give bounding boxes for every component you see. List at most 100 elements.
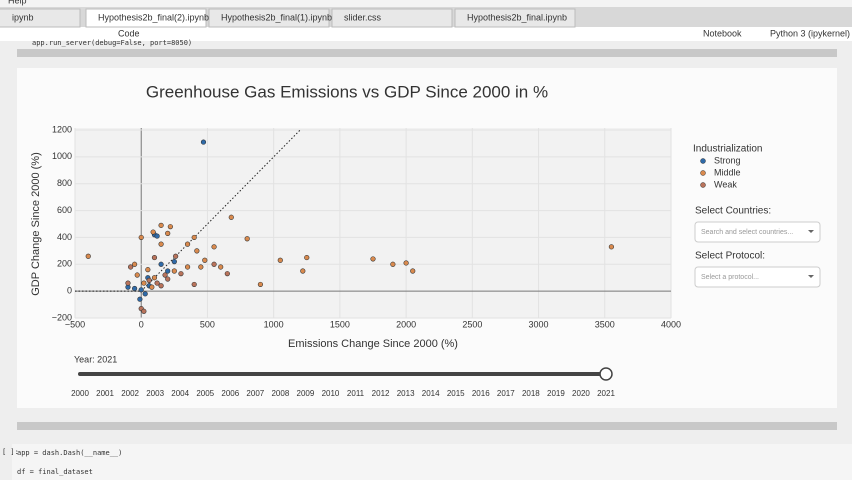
slider-mark[interactable]: 2008 (271, 389, 289, 398)
slider-mark[interactable]: 2015 (447, 389, 465, 398)
legend-label[interactable]: Middle (714, 167, 741, 177)
slider-mark[interactable]: 2004 (171, 389, 189, 398)
point (224, 271, 230, 277)
point (370, 256, 376, 262)
y-tick-label: 400 (57, 232, 72, 242)
point (257, 281, 264, 288)
kernel-name[interactable]: Python 3 (ipykernel) (770, 28, 850, 38)
point (184, 264, 191, 270)
control-label: Select Protocol: (695, 251, 765, 262)
y-tick-label: 1000 (52, 151, 72, 161)
dropdown[interactable] (694, 266, 821, 288)
tab[interactable] (0, 8, 81, 28)
tab-label[interactable]: Hypothesis2b_final.ipynb (467, 12, 567, 22)
point (158, 261, 164, 267)
slider-mark[interactable]: 2000 (71, 389, 89, 398)
slider-mark[interactable]: 2014 (422, 389, 440, 398)
cell-type[interactable]: Code (118, 28, 140, 38)
slider-mark[interactable]: 2006 (221, 389, 239, 398)
tab-label[interactable]: ipynb (12, 12, 34, 22)
tab[interactable] (85, 8, 207, 28)
point (142, 291, 148, 297)
chart-title: Greenhouse Gas Emissions vs GDP Since 20… (146, 82, 548, 101)
notebook-link[interactable]: Notebook (703, 28, 742, 38)
slider-mark[interactable]: 2002 (121, 389, 139, 398)
slider-mark[interactable]: 2017 (497, 389, 515, 398)
point (149, 284, 155, 290)
slider-mark[interactable]: 2007 (246, 389, 264, 398)
code-line: app.run_server(debug=False, port=8050) (32, 39, 192, 47)
slider-mark[interactable]: 2003 (146, 389, 164, 398)
tab[interactable] (454, 8, 576, 28)
slider-mark[interactable]: 2009 (297, 389, 315, 398)
point (194, 248, 200, 254)
point (158, 241, 164, 247)
dropdown[interactable] (694, 221, 821, 243)
point (171, 259, 177, 265)
slider-mark[interactable]: 2020 (572, 389, 590, 398)
point (150, 229, 156, 235)
legend-label[interactable]: Weak (714, 179, 737, 189)
slider-mark[interactable]: 2012 (372, 389, 390, 398)
x-tick-label: 3000 (529, 319, 549, 329)
slider-mark[interactable]: 2016 (472, 389, 490, 398)
point (141, 308, 147, 314)
slider-mark[interactable]: 2011 (347, 389, 365, 398)
point (138, 234, 144, 241)
tab[interactable] (331, 8, 453, 28)
y-axis-title: GDP Change Since 2000 (%) (30, 152, 42, 296)
tab-label[interactable]: Hypothesis2b_final(2).ipynb (98, 12, 209, 22)
point (158, 283, 164, 289)
tab-label[interactable]: slider.css (344, 12, 382, 22)
slider-handle[interactable] (599, 367, 613, 381)
y-tick-label: 200 (57, 259, 72, 269)
dropdown-placeholder: Search and select countries... (701, 229, 793, 236)
point (178, 271, 184, 277)
x-tick-label: 2500 (462, 319, 482, 329)
y-tick-label: 1200 (52, 124, 72, 134)
legend-marker[interactable] (700, 170, 706, 176)
point (141, 280, 147, 286)
scrollbar[interactable] (17, 49, 837, 57)
point (390, 261, 396, 267)
point (218, 264, 224, 270)
dropdown-placeholder: Select a protocol... (701, 274, 759, 281)
tab-label[interactable]: Hypothesis2b_final(1).ipynb (221, 12, 332, 22)
x-tick-label: 1000 (264, 319, 284, 329)
point (184, 241, 191, 247)
slider-mark[interactable]: 2019 (547, 389, 565, 398)
menu-item[interactable]: Help (8, 0, 27, 5)
x-axis-title: Emissions Change Since 2000 (%) (288, 338, 458, 350)
point (125, 280, 131, 286)
point (410, 268, 416, 274)
point (300, 268, 306, 274)
point (171, 268, 177, 274)
x-tick-label: 0 (139, 319, 144, 329)
control-label: Select Countries: (695, 206, 771, 217)
legend-title: Industrialization (693, 144, 762, 155)
point (200, 139, 207, 145)
slider-mark[interactable]: 2021 (597, 389, 615, 398)
point (198, 264, 204, 270)
legend-label[interactable]: Strong (714, 155, 741, 165)
cell-prompt: [ ]: (2, 448, 19, 456)
point (132, 261, 138, 267)
slider-mark[interactable]: 2018 (522, 389, 540, 398)
point (128, 264, 134, 270)
code-line: app = dash.Dash(__name__) (17, 449, 122, 457)
slider-mark[interactable]: 2001 (96, 389, 114, 398)
scrollbar[interactable] (17, 422, 837, 430)
x-tick-label: 4000 (661, 319, 681, 329)
point (154, 233, 160, 239)
slider-mark[interactable]: 2010 (322, 389, 340, 398)
point (162, 272, 168, 278)
code-cell[interactable] (12, 444, 852, 480)
legend-marker[interactable] (700, 158, 706, 164)
x-tick-label: 3500 (595, 319, 615, 329)
legend-marker[interactable] (700, 182, 706, 188)
point (85, 253, 91, 259)
tab[interactable] (208, 8, 330, 28)
slider-mark[interactable]: 2013 (397, 389, 415, 398)
slider-mark[interactable]: 2005 (196, 389, 214, 398)
